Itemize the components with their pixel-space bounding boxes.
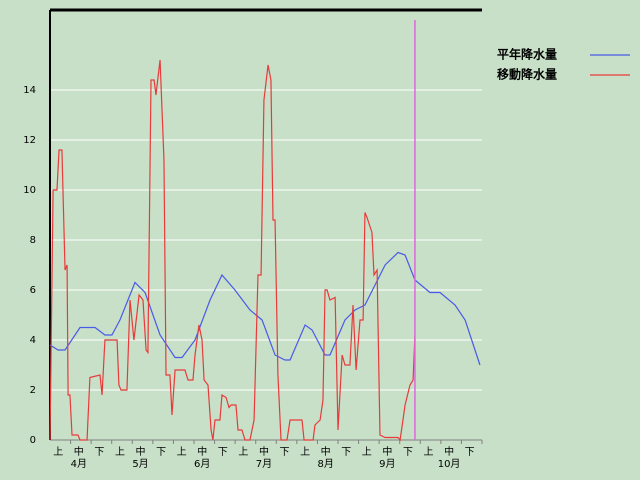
- x-tick-label: 上: [424, 446, 434, 458]
- x-tick-label: 上: [177, 446, 187, 458]
- y-tick-label: 14: [23, 85, 36, 96]
- x-tick-label: 上: [238, 446, 248, 458]
- y-tick-label: 6: [30, 285, 36, 296]
- x-tick-label: 中: [136, 445, 146, 458]
- y-tick-label: 12: [23, 135, 36, 146]
- y-tick-label: 0: [30, 435, 36, 446]
- x-tick-label: 中: [444, 445, 454, 458]
- x-tick-label: 中: [197, 445, 207, 458]
- y-tick-label: 2: [30, 385, 36, 396]
- month-label: 7月: [256, 458, 272, 470]
- x-tick-label: 中: [382, 445, 392, 458]
- x-tick-label: 下: [218, 447, 228, 458]
- month-label: 4月: [71, 458, 87, 470]
- x-tick-label: 下: [403, 447, 413, 458]
- y-tick-label: 10: [23, 185, 36, 196]
- x-tick-label: 上: [115, 446, 125, 458]
- x-tick-label: 中: [259, 445, 269, 458]
- x-tick-label: 下: [280, 447, 290, 458]
- y-tick-label: 4: [30, 335, 36, 346]
- series-line: [49, 59, 416, 442]
- x-tick-label: 上: [53, 446, 63, 458]
- month-label: 9月: [379, 458, 395, 470]
- series-line: [49, 251, 481, 366]
- x-tick-label: 下: [341, 447, 351, 458]
- y-tick-label: 8: [30, 235, 36, 246]
- month-label: 10月: [438, 458, 461, 470]
- month-label: 8月: [317, 458, 333, 470]
- legend-label: 移動降水量: [497, 67, 557, 82]
- x-tick-label: 下: [94, 447, 104, 458]
- x-tick-label: 中: [74, 445, 84, 458]
- x-tick-label: 上: [362, 446, 372, 458]
- x-tick-label: 中: [321, 445, 331, 458]
- legend-label: 平年降水量: [497, 47, 557, 62]
- month-label: 6月: [194, 458, 210, 470]
- x-tick-label: 下: [465, 447, 475, 458]
- x-tick-label: 上: [300, 446, 310, 458]
- x-tick-label: 下: [156, 447, 166, 458]
- month-label: 5月: [132, 458, 148, 470]
